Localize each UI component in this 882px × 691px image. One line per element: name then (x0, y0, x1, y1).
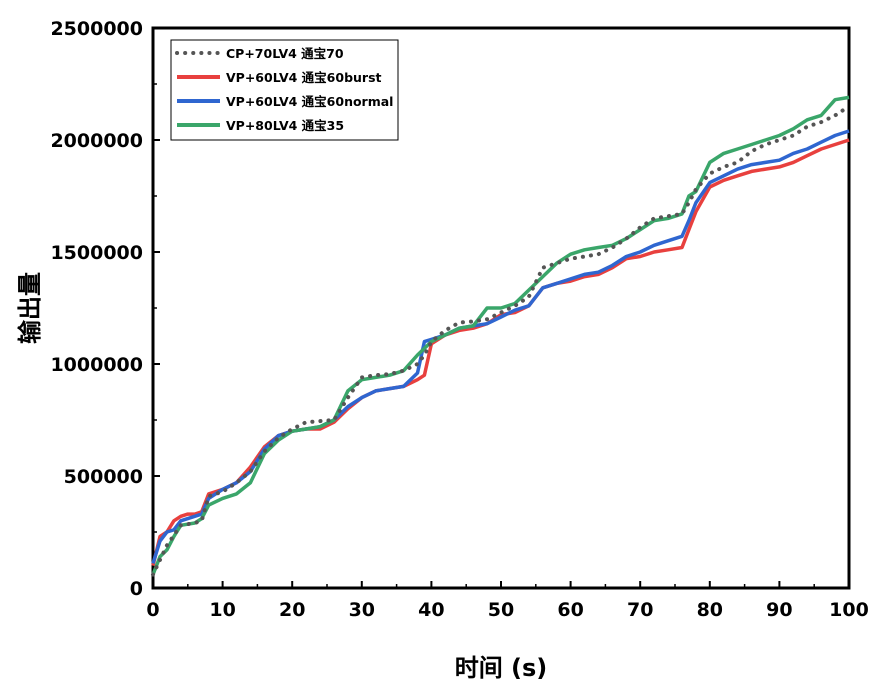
legend: CP+70LV4 通宝70 VP+60LV4 通宝60burst VP+60LV4 … (170, 39, 399, 141)
x-tick-label: 0 (146, 599, 159, 621)
legend-label: VP+60LV4 通宝60normal (226, 94, 393, 109)
y-axis: 0 500000 1000000 1500000 2000000 2500000 (50, 18, 160, 600)
x-axis-title: 时间 (s) (455, 654, 548, 682)
legend-label: VP+80LV4 通宝35 (226, 118, 344, 133)
x-tick-label: 70 (627, 599, 653, 621)
x-tick-label: 90 (766, 599, 792, 621)
x-tick-label: 50 (488, 599, 514, 621)
series-line (151, 95, 850, 576)
y-axis-title: 输出量 (16, 272, 44, 344)
x-tick-label: 40 (418, 599, 444, 621)
series-line (151, 104, 851, 577)
x-tick-label: 20 (279, 599, 305, 621)
x-axis: 0 10 20 30 40 50 60 70 80 90 100 (146, 581, 869, 621)
x-tick-label: 60 (557, 599, 583, 621)
x-tick-label: 10 (209, 599, 235, 621)
x-tick-label: 30 (349, 599, 375, 621)
y-tick-label: 1000000 (50, 354, 143, 376)
y-tick-label: 500000 (64, 466, 143, 488)
y-tick-label: 2000000 (50, 130, 143, 152)
legend-label: VP+60LV4 通宝60burst (226, 70, 382, 85)
y-tick-label: 1500000 (50, 242, 143, 264)
series-line (151, 129, 850, 564)
legend-label: CP+70LV4 通宝70 (226, 46, 344, 61)
series-layer (151, 95, 851, 577)
x-tick-label: 100 (829, 599, 869, 621)
y-tick-label: 0 (130, 578, 143, 600)
y-tick-label: 2500000 (50, 18, 143, 40)
series-line (151, 138, 850, 567)
x-tick-label: 80 (697, 599, 723, 621)
